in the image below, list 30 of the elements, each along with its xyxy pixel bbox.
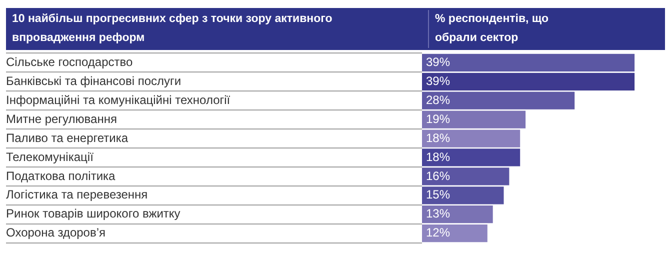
- data-label: 18%: [426, 150, 450, 164]
- bar: [422, 224, 488, 242]
- bar: [422, 148, 520, 166]
- data-label: 28%: [426, 92, 450, 107]
- data-label: 18%: [426, 130, 450, 145]
- y-tick-label: Податкова політика: [6, 168, 116, 183]
- y-tick-label: Банківські та фінансові послуги: [6, 74, 182, 88]
- bar: [422, 206, 493, 224]
- y-tick-label: Сільське господарство: [6, 54, 134, 69]
- y-tick-label: Паливо та енергетика: [6, 130, 128, 145]
- y-tick-label: Телекомунікації: [6, 150, 94, 164]
- y-tick-label: Логістика та перевезення: [6, 188, 148, 202]
- y-tick-label: Ринок товарів широкого вжитку: [6, 206, 180, 221]
- bar: [422, 92, 575, 110]
- data-label: 12%: [426, 226, 450, 240]
- data-label: 13%: [426, 206, 450, 221]
- data-label: 16%: [426, 168, 450, 183]
- bar: [422, 54, 635, 72]
- data-label: 39%: [426, 54, 450, 69]
- y-tick-label: Митне регулювання: [6, 112, 117, 126]
- bar: [422, 72, 635, 90]
- data-label: 39%: [426, 74, 450, 88]
- bar: [422, 110, 526, 128]
- y-tick-label: Охорона здоров’я: [6, 226, 106, 240]
- text: 10 найбільш прогресивних сфер з точки зору активного впровадження реформ: [12, 12, 334, 46]
- data-label: 15%: [426, 188, 450, 202]
- x-axis-title: % респондентів, що обрали сектор: [428, 10, 575, 48]
- y-tick-label: Інформаційні та комунікаційні технології: [6, 92, 231, 107]
- bar: [422, 130, 520, 148]
- data-label: 19%: [426, 112, 450, 126]
